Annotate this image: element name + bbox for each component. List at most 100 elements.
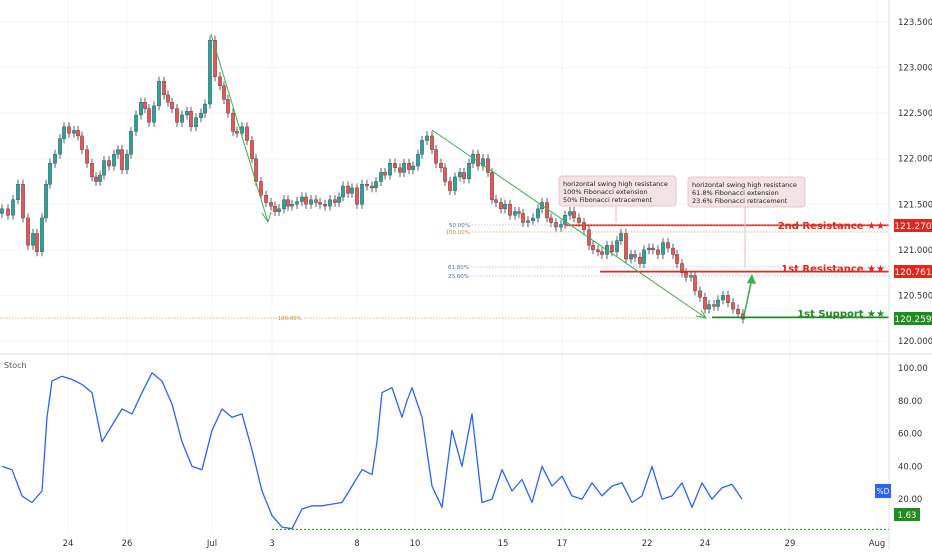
candle-body [231, 112, 235, 132]
price-badge-1st-support: 120.259 [894, 312, 932, 325]
candle-body [333, 199, 337, 203]
candle-body [407, 163, 411, 170]
candle-body [666, 242, 670, 249]
candle-body [430, 135, 434, 150]
candle-body [439, 163, 443, 169]
candle-body [53, 153, 57, 164]
candle-body [402, 163, 406, 173]
candle-body [531, 217, 535, 221]
candle-body [716, 299, 720, 307]
candle-body [656, 249, 660, 255]
candle-body [152, 105, 156, 123]
candle-body [462, 172, 466, 179]
candle-body [624, 233, 628, 260]
price-pane[interactable] [0, 35, 745, 324]
candle-body [508, 204, 512, 216]
candle-body [341, 185, 345, 198]
price-tick-label: 121.000 [898, 246, 932, 256]
candle-body [304, 196, 308, 205]
annotation-1-line-2: 100% Fibonacci extension [563, 188, 648, 196]
candle-body [157, 81, 161, 107]
candle-body [295, 201, 299, 205]
stoch-pane[interactable] [1, 372, 889, 530]
candle-body [314, 199, 318, 203]
candle-body [536, 208, 540, 219]
candle-body [388, 163, 392, 176]
candle-body [226, 99, 230, 114]
candle-body [517, 211, 521, 214]
time-tick-label: Jul [206, 539, 217, 549]
stoch-tick-label: 100.00 [898, 364, 928, 374]
candle-body [374, 181, 378, 189]
candle-body [591, 245, 595, 251]
candle-body [383, 172, 387, 176]
candle-body [107, 160, 111, 167]
candle-body [286, 199, 290, 207]
candle-body [600, 251, 604, 255]
price-badge-2nd-resistance-text: 121.270 [894, 222, 931, 232]
price-tick-label: 123.500 [898, 18, 932, 28]
candle-body [245, 126, 249, 141]
price-badge-1st-support-text: 120.259 [894, 315, 931, 325]
level-label-1st-support: 1st Support ★★ [797, 309, 885, 320]
candle-body [35, 233, 39, 252]
candle-body [120, 149, 124, 170]
candle-body [712, 304, 716, 307]
price-tick-label: 120.000 [898, 337, 932, 347]
candle-body [596, 249, 600, 252]
candle-body [370, 185, 374, 189]
time-tick-label: 26 [122, 539, 133, 549]
fib-label-100-a: 100.00% [446, 230, 470, 236]
candle-body [125, 153, 129, 170]
price-tick-label: 122.000 [898, 155, 932, 165]
candle-body [16, 184, 20, 200]
candle-body [139, 102, 143, 116]
candle-body [360, 184, 364, 205]
candle-body [309, 199, 313, 205]
time-tick-label: 22 [642, 539, 653, 549]
candle-body [420, 140, 424, 155]
candle-body [647, 247, 651, 251]
candle-body [162, 81, 166, 96]
annotation-box-1[interactable]: horizontal swing high resistance 100% Fi… [558, 175, 677, 222]
fib-label-23-6: 23.60% [448, 274, 469, 280]
candle-body [350, 187, 354, 194]
stoch-level-badge-text: 1.63 [898, 511, 917, 521]
time-tick-label: 29 [785, 539, 796, 549]
candle-body [175, 108, 179, 123]
annotation-2-line-1: horizontal swing high resistance [692, 181, 797, 189]
candle-body [222, 85, 226, 100]
stoch-title: Stoch [4, 361, 27, 370]
candle-body [62, 126, 66, 139]
candle-body [170, 102, 174, 109]
candle-body [675, 254, 679, 264]
candle-body [273, 205, 277, 212]
bounce-arrow-head [747, 274, 756, 284]
level-label-1st-resistance: 1st Resistance ★★ [781, 264, 885, 275]
candle-body [503, 204, 507, 210]
candle-body [458, 172, 462, 178]
candle-body [143, 102, 147, 109]
candle-body [651, 247, 655, 251]
fib-trend-line-1 [210, 33, 269, 223]
candle-body [213, 40, 217, 77]
candle-body [85, 149, 89, 164]
candle-body [741, 313, 745, 320]
candle-body [736, 308, 740, 314]
annotation-box-2[interactable]: horizontal swing high resistance 61.8% F… [687, 176, 806, 268]
candle-body [26, 217, 30, 246]
candle-body [166, 94, 170, 103]
candle-body [707, 304, 711, 310]
price-tick-label: 122.500 [898, 109, 932, 119]
candle-body [494, 199, 498, 203]
time-tick-label: 24 [63, 539, 74, 549]
candle-body [129, 131, 133, 155]
candle-body [323, 204, 327, 207]
time-tick-label: Aug [869, 539, 886, 549]
time-tick-label: 10 [410, 539, 421, 549]
stoch-tick-label: 60.00 [898, 430, 922, 440]
candle-body [481, 158, 485, 167]
fib-label-100-b: 100.00% [278, 316, 302, 322]
candle-body [393, 163, 397, 169]
